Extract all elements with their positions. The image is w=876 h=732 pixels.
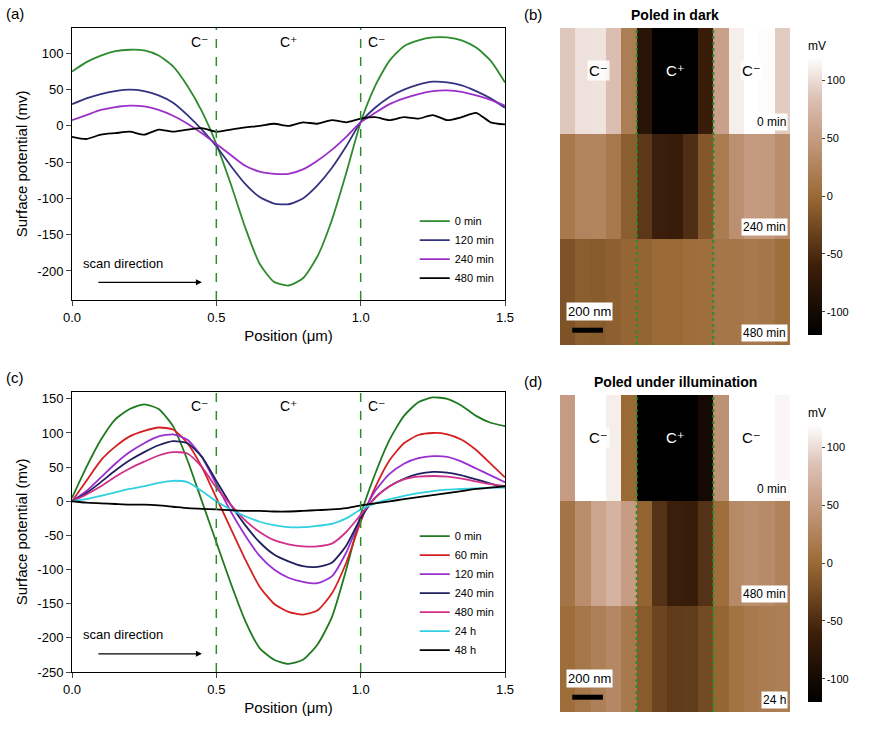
svg-text:C⁻: C⁻ bbox=[742, 62, 761, 79]
svg-text:-150: -150 bbox=[37, 227, 63, 242]
svg-text:(c): (c) bbox=[6, 369, 24, 386]
svg-text:0.5: 0.5 bbox=[207, 682, 225, 697]
svg-text:-100: -100 bbox=[827, 673, 849, 685]
svg-text:-50: -50 bbox=[45, 155, 64, 170]
svg-text:0: 0 bbox=[827, 557, 833, 569]
svg-text:60 min: 60 min bbox=[455, 549, 488, 561]
svg-text:240 min: 240 min bbox=[743, 220, 786, 234]
svg-text:-200: -200 bbox=[37, 630, 63, 645]
svg-text:Position (μm): Position (μm) bbox=[244, 327, 333, 344]
svg-text:1.5: 1.5 bbox=[496, 310, 514, 325]
svg-text:0.0: 0.0 bbox=[63, 310, 81, 325]
svg-text:mV: mV bbox=[808, 406, 826, 420]
svg-text:(a): (a) bbox=[6, 5, 24, 22]
svg-text:scan direction: scan direction bbox=[83, 256, 163, 271]
svg-text:50: 50 bbox=[49, 82, 63, 97]
svg-text:0: 0 bbox=[56, 494, 63, 509]
svg-text:Surface potential (mv): Surface potential (mv) bbox=[13, 459, 30, 606]
svg-text:C⁻: C⁻ bbox=[368, 34, 386, 50]
svg-text:1.0: 1.0 bbox=[352, 310, 370, 325]
svg-text:Position (μm): Position (μm) bbox=[244, 699, 333, 716]
svg-text:C⁺: C⁺ bbox=[280, 398, 298, 414]
svg-text:480 min: 480 min bbox=[743, 587, 786, 601]
svg-text:C⁺: C⁺ bbox=[666, 62, 685, 79]
svg-text:480 min: 480 min bbox=[455, 606, 494, 618]
svg-text:100: 100 bbox=[827, 74, 845, 86]
svg-text:50: 50 bbox=[827, 132, 839, 144]
svg-text:0 min: 0 min bbox=[757, 115, 786, 129]
svg-text:(d): (d) bbox=[524, 373, 542, 390]
svg-text:C⁻: C⁻ bbox=[589, 429, 608, 446]
svg-text:1.5: 1.5 bbox=[496, 682, 514, 697]
svg-text:C⁻: C⁻ bbox=[368, 398, 386, 414]
svg-text:50: 50 bbox=[49, 460, 63, 475]
svg-text:240 min: 240 min bbox=[455, 253, 494, 265]
svg-text:0 min: 0 min bbox=[757, 482, 786, 496]
svg-text:C⁻: C⁻ bbox=[589, 62, 608, 79]
svg-text:-50: -50 bbox=[827, 248, 843, 260]
svg-text:100: 100 bbox=[42, 46, 64, 61]
svg-text:0: 0 bbox=[827, 190, 833, 202]
svg-text:120 min: 120 min bbox=[455, 568, 494, 580]
svg-text:0 min: 0 min bbox=[455, 215, 482, 227]
svg-text:0 min: 0 min bbox=[455, 530, 482, 542]
svg-text:-100: -100 bbox=[37, 562, 63, 577]
svg-text:0.0: 0.0 bbox=[63, 682, 81, 697]
svg-text:Poled in dark: Poled in dark bbox=[631, 7, 719, 23]
svg-text:-200: -200 bbox=[37, 264, 63, 279]
svg-text:mV: mV bbox=[808, 39, 826, 53]
svg-text:200 nm: 200 nm bbox=[568, 671, 611, 686]
svg-text:C⁻: C⁻ bbox=[742, 429, 761, 446]
svg-text:1.0: 1.0 bbox=[352, 682, 370, 697]
svg-text:scan direction: scan direction bbox=[83, 627, 163, 642]
svg-text:C⁻: C⁻ bbox=[191, 34, 209, 50]
svg-text:0: 0 bbox=[56, 118, 63, 133]
svg-text:Surface potential (mv): Surface potential (mv) bbox=[13, 91, 30, 238]
svg-text:50: 50 bbox=[827, 499, 839, 511]
svg-text:150: 150 bbox=[42, 391, 64, 406]
svg-text:0.5: 0.5 bbox=[207, 310, 225, 325]
svg-text:-150: -150 bbox=[37, 596, 63, 611]
svg-text:-100: -100 bbox=[37, 191, 63, 206]
svg-text:-100: -100 bbox=[827, 306, 849, 318]
svg-text:Poled under illumination: Poled under illumination bbox=[594, 374, 757, 390]
svg-text:480 min: 480 min bbox=[743, 326, 786, 340]
svg-text:(b): (b) bbox=[524, 6, 542, 23]
svg-text:-50: -50 bbox=[45, 528, 64, 543]
svg-text:C⁺: C⁺ bbox=[666, 429, 685, 446]
svg-text:-250: -250 bbox=[37, 665, 63, 680]
svg-text:100: 100 bbox=[827, 441, 845, 453]
svg-text:C⁻: C⁻ bbox=[191, 398, 209, 414]
svg-text:24 h: 24 h bbox=[763, 693, 786, 707]
svg-text:120 min: 120 min bbox=[455, 234, 494, 246]
svg-text:24 h: 24 h bbox=[455, 625, 476, 637]
svg-text:240 min: 240 min bbox=[455, 587, 494, 599]
svg-text:C⁺: C⁺ bbox=[280, 34, 298, 50]
svg-text:48 h: 48 h bbox=[455, 644, 476, 656]
svg-text:100: 100 bbox=[42, 426, 64, 441]
svg-text:-50: -50 bbox=[827, 615, 843, 627]
svg-text:480 min: 480 min bbox=[455, 272, 494, 284]
svg-text:200 nm: 200 nm bbox=[568, 304, 611, 319]
